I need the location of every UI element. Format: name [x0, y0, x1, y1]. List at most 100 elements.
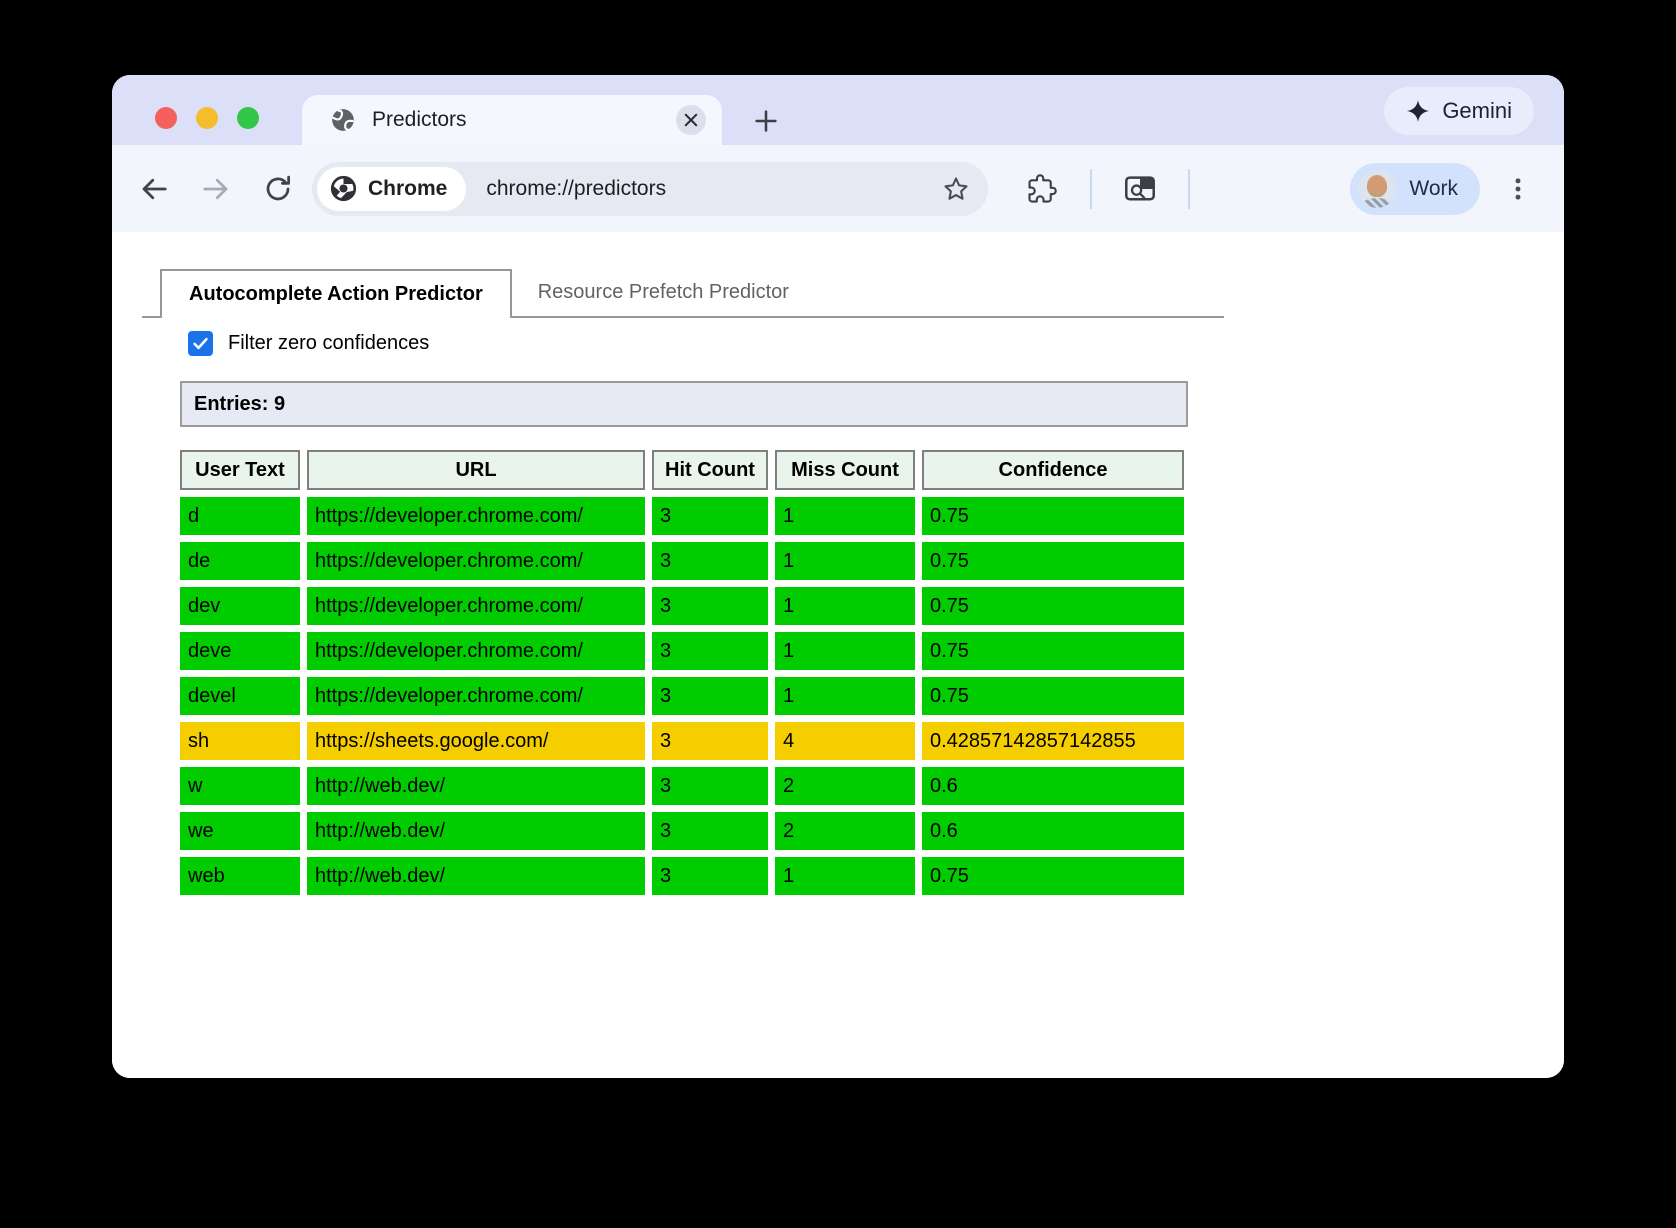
tabs-rule-right: Resource Prefetch Predictor — [511, 269, 1224, 318]
reload-button[interactable] — [256, 167, 300, 211]
cell-confidence: 0.75 — [922, 677, 1184, 715]
cell-hit-count: 3 — [652, 632, 768, 670]
cell-miss-count: 1 — [775, 857, 915, 895]
cell-miss-count: 1 — [775, 632, 915, 670]
zoom-window-button[interactable] — [237, 107, 259, 129]
reload-icon — [266, 175, 290, 200]
toolbar-divider — [1188, 168, 1190, 209]
cell-hit-count: 3 — [652, 812, 768, 850]
cell-confidence: 0.6 — [922, 812, 1184, 850]
header-url: URL — [307, 450, 645, 490]
tabs-rule-left — [142, 269, 160, 318]
cell-confidence: 0.6 — [922, 767, 1184, 805]
browser-window: Predictors Gemini — [112, 75, 1564, 1078]
browser-tab[interactable]: Predictors — [302, 95, 722, 145]
cell-hit-count: 3 — [652, 722, 768, 760]
tab-title: Predictors — [372, 108, 467, 131]
checkmark-icon — [193, 337, 208, 350]
cell-user-text: d — [180, 497, 300, 535]
cell-user-text: devel — [180, 677, 300, 715]
tab-strip: Predictors Gemini — [112, 75, 1564, 145]
entries-count-label: Entries: 9 — [194, 392, 286, 415]
header-user-text: User Text — [180, 450, 300, 490]
active-tab-label: Autocomplete Action Predictor — [189, 283, 483, 305]
table-row: we http://web.dev/3 2 0.6 — [180, 812, 1184, 850]
cell-user-text: deve — [180, 632, 300, 670]
gemini-label: Gemini — [1442, 98, 1512, 123]
browser-menu-button[interactable] — [1496, 167, 1540, 211]
predictors-table-body: d https://developer.chrome.com/3 1 0.75 de ht… — [180, 497, 1184, 895]
cell-miss-count: 1 — [775, 587, 915, 625]
cell-url: https://developer.chrome.com/ — [307, 677, 645, 715]
bookmark-star-icon[interactable] — [942, 175, 970, 203]
cell-url: https://developer.chrome.com/ — [307, 497, 645, 535]
extensions-button[interactable] — [1020, 167, 1064, 211]
url-text[interactable]: chrome://predictors — [486, 176, 667, 200]
side-panel-button[interactable] — [1118, 167, 1162, 211]
cell-url: https://developer.chrome.com/ — [307, 632, 645, 670]
table-row: w http://web.dev/3 2 0.6 — [180, 767, 1184, 805]
cell-confidence: 0.75 — [922, 632, 1184, 670]
new-tab-button[interactable] — [748, 103, 784, 139]
traffic-lights — [155, 107, 259, 129]
cell-hit-count: 3 — [652, 677, 768, 715]
filter-row: Filter zero confidences — [188, 331, 1224, 356]
filter-checkbox-label: Filter zero confidences — [228, 332, 430, 354]
header-hit-count: Hit Count — [652, 450, 768, 490]
tab-close-button[interactable] — [676, 105, 706, 135]
toolbar: Chrome chrome://predictors Work — [112, 145, 1564, 232]
address-bar[interactable]: Chrome chrome://predictors — [312, 161, 988, 216]
entries-header: Entries: 9 — [180, 381, 1188, 427]
minimize-window-button[interactable] — [196, 107, 218, 129]
profile-label: Work — [1409, 176, 1458, 200]
close-window-button[interactable] — [155, 107, 177, 129]
chrome-chip-label: Chrome — [368, 176, 448, 200]
cell-confidence: 0.75 — [922, 587, 1184, 625]
page-viewport: Autocomplete Action Predictor Resource P… — [112, 232, 1564, 1078]
gemini-sparkle-icon — [1407, 100, 1430, 122]
cell-miss-count: 2 — [775, 812, 915, 850]
gemini-button[interactable]: Gemini — [1384, 87, 1534, 135]
forward-arrow-icon — [203, 178, 228, 199]
cell-url: http://web.dev/ — [307, 857, 645, 895]
cell-user-text: sh — [180, 722, 300, 760]
cell-hit-count: 3 — [652, 587, 768, 625]
cell-confidence: 0.42857142857142855 — [922, 722, 1184, 760]
chrome-logo-icon — [330, 175, 357, 202]
cell-confidence: 0.75 — [922, 857, 1184, 895]
kebab-menu-icon — [1515, 177, 1521, 200]
close-icon — [684, 113, 698, 127]
predictors-table: User Text URL Hit Count Miss Count Confi… — [173, 443, 1191, 902]
table-row: deve https://developer.chrome.com/3 1 0.75 — [180, 632, 1184, 670]
profile-chip[interactable]: Work — [1350, 162, 1480, 215]
cell-url: http://web.dev/ — [307, 812, 645, 850]
toolbar-divider — [1090, 168, 1092, 209]
filter-zero-confidences-checkbox[interactable] — [188, 331, 213, 356]
header-miss-count: Miss Count — [775, 450, 915, 490]
cell-url: https://developer.chrome.com/ — [307, 542, 645, 580]
cell-url: https://sheets.google.com/ — [307, 722, 645, 760]
cell-user-text: w — [180, 767, 300, 805]
cell-confidence: 0.75 — [922, 542, 1184, 580]
tab-resource-prefetch-predictor[interactable]: Resource Prefetch Predictor — [537, 281, 789, 303]
cell-miss-count: 4 — [775, 722, 915, 760]
cell-url: http://web.dev/ — [307, 767, 645, 805]
table-row: d https://developer.chrome.com/3 1 0.75 — [180, 497, 1184, 535]
cell-user-text: de — [180, 542, 300, 580]
predictor-tabs: Autocomplete Action Predictor Resource P… — [142, 269, 1224, 318]
cell-miss-count: 2 — [775, 767, 915, 805]
cell-confidence: 0.75 — [922, 497, 1184, 535]
forward-button[interactable] — [194, 167, 238, 211]
tab-autocomplete-action-predictor[interactable]: Autocomplete Action Predictor — [160, 269, 512, 318]
cell-miss-count: 1 — [775, 542, 915, 580]
header-confidence: Confidence — [922, 450, 1184, 490]
cell-url: https://developer.chrome.com/ — [307, 587, 645, 625]
back-arrow-icon — [142, 178, 167, 199]
side-panel-search-icon — [1125, 175, 1155, 201]
table-row: de https://developer.chrome.com/3 1 0.75 — [180, 542, 1184, 580]
cell-hit-count: 3 — [652, 497, 768, 535]
cell-miss-count: 1 — [775, 677, 915, 715]
back-button[interactable] — [132, 167, 176, 211]
table-row: devel https://developer.chrome.com/3 1 0.75 — [180, 677, 1184, 715]
chrome-site-chip[interactable]: Chrome — [317, 166, 467, 211]
